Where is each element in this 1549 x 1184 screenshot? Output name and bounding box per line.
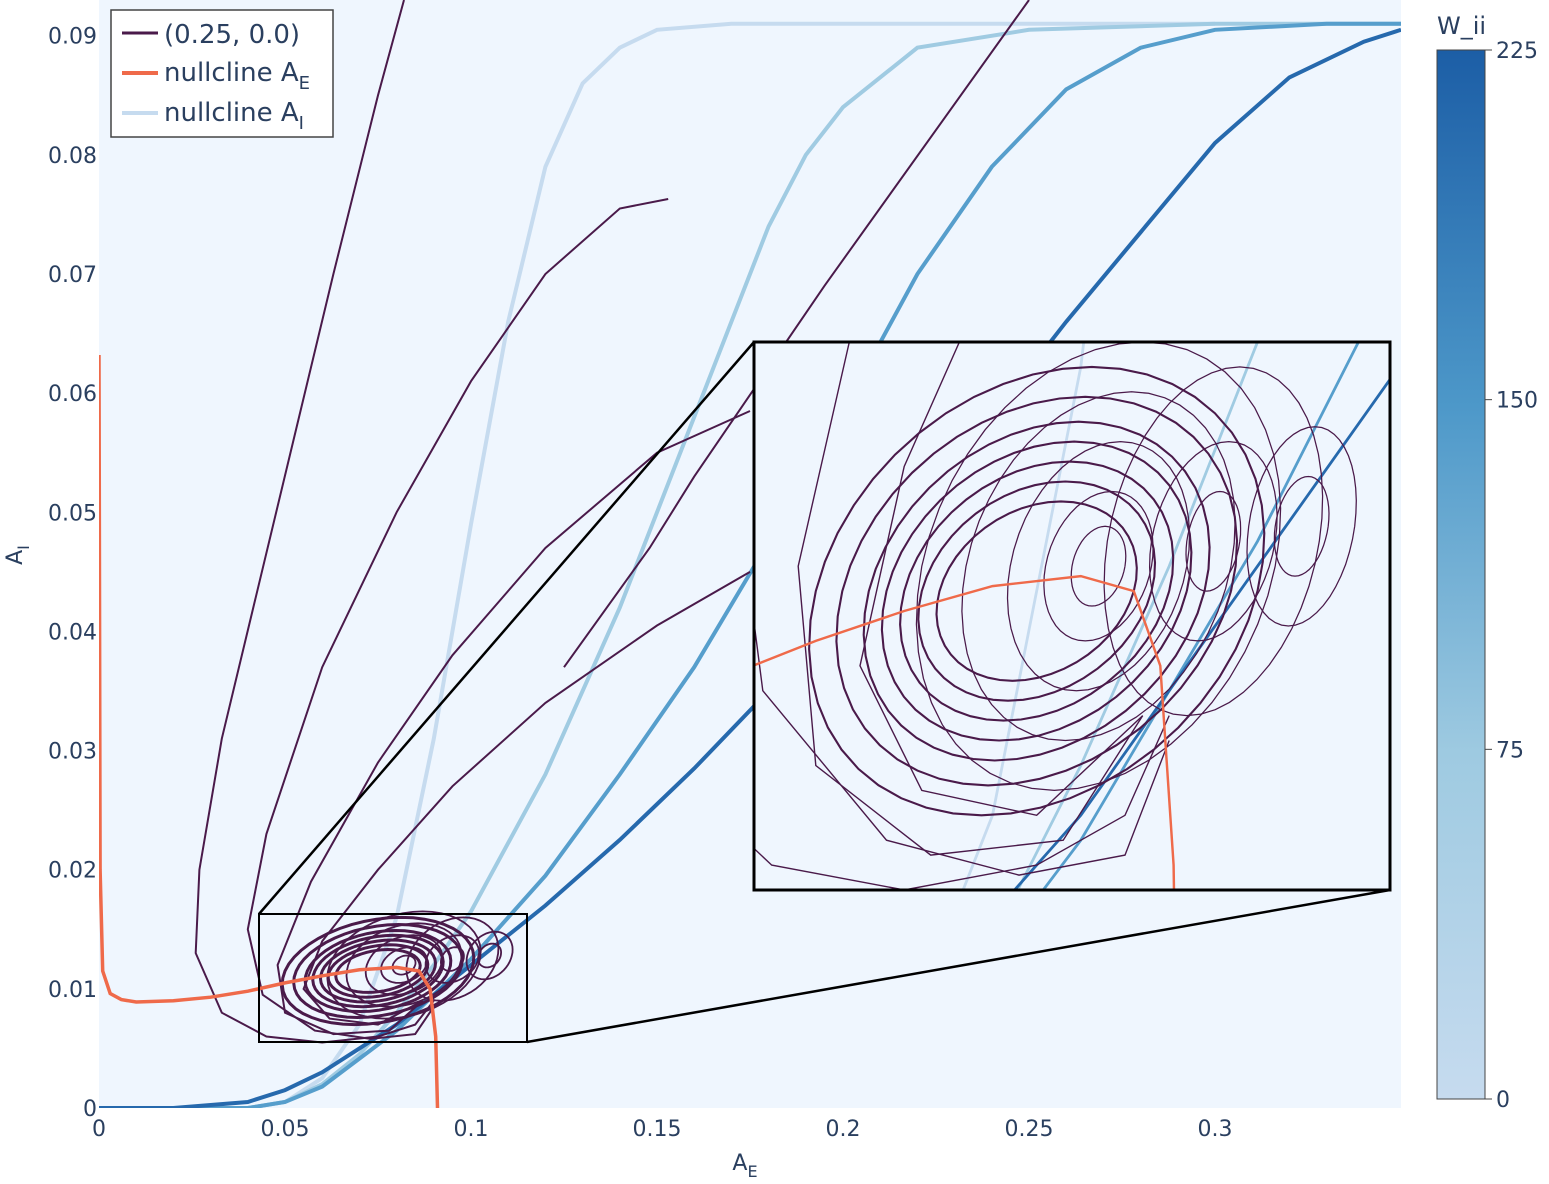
spiral-3-loop-1 xyxy=(477,942,503,969)
y-tick-label-5: 0.05 xyxy=(48,501,97,526)
y-tick-label-9: 0.09 xyxy=(48,25,97,50)
x-tick-label-0: 0 xyxy=(92,1117,106,1142)
inset-nullcline-e xyxy=(754,574,1176,890)
spiral-2-loop-1 xyxy=(424,934,481,984)
x-tick-label-2: 0.1 xyxy=(454,1117,489,1142)
inset-spiral-2-loop-2 xyxy=(1185,490,1242,592)
legend-label-trajectory: (0.25, 0.0) xyxy=(164,20,300,50)
trajectory-4 xyxy=(302,571,751,1026)
spiral-0-loop-4 xyxy=(318,938,438,1004)
trajectory-3 xyxy=(276,410,751,1036)
y-tick-label-3: 0.03 xyxy=(48,740,97,765)
x-tick-label-4: 0.2 xyxy=(826,1117,861,1142)
inset-spiral-1-loop-2 xyxy=(1006,440,1191,692)
nullcline-e xyxy=(99,354,440,1108)
inset-spiral-1-loop-1 xyxy=(961,391,1236,742)
y-tick-label-2: 0.02 xyxy=(48,859,97,884)
y-axis-title: AI xyxy=(3,545,33,565)
zoom-source-box xyxy=(258,913,528,1043)
zoom-inset xyxy=(752,340,1392,892)
inset-trajectory-3 xyxy=(797,342,1144,856)
spiral-0-loop-3 xyxy=(311,933,445,1009)
trajectory-0 xyxy=(563,0,1030,668)
colorbar-tick-label-0: 0 xyxy=(1496,1088,1510,1113)
inset-spiral-2-loop-0 xyxy=(1103,366,1324,717)
spiral-0-loop-1 xyxy=(292,922,464,1020)
trajectory-1 xyxy=(194,0,435,1044)
zoom-connector-bottom xyxy=(526,888,1391,1044)
inset-spiral-0-loop-0 xyxy=(808,365,1266,817)
nullcline-i-2 xyxy=(99,21,1401,1108)
inset-spiral-3-loop-1 xyxy=(1273,475,1330,577)
inset-trajectory-1 xyxy=(754,715,1170,890)
inset-spiral-1-loop-0 xyxy=(915,342,1282,792)
y-tick-label-7: 0.07 xyxy=(48,263,97,288)
x-tick-label-5: 0.25 xyxy=(1005,1117,1054,1142)
nullcline-i-0 xyxy=(99,21,1215,1108)
trajectory-2 xyxy=(246,198,669,1040)
x-tick-label-3: 0.15 xyxy=(633,1117,682,1142)
spiral-2-loop-0 xyxy=(405,916,500,1002)
y-tick-label-0: 0 xyxy=(83,1097,97,1122)
inset-trajectory-4 xyxy=(859,342,1144,817)
colorbar-title: W_ii xyxy=(1437,12,1486,40)
zoom-connector-top xyxy=(258,341,755,915)
inset-spiral-0-loop-1 xyxy=(835,395,1239,787)
inset-spiral-3-loop-0 xyxy=(1246,426,1357,627)
x-tick-label-6: 0.3 xyxy=(1198,1117,1233,1142)
colorbar-tick-label-1: 75 xyxy=(1496,738,1524,763)
nullcline-i-3 xyxy=(99,27,1401,1108)
y-axis-ticks: 0 0.01 0.02 0.03 0.04 0.05 0.06 0.07 0.08 0.09 xyxy=(48,25,97,1122)
inset-trajectory-2 xyxy=(754,616,1170,876)
x-axis-ticks: 0 0.05 0.1 0.15 0.2 0.25 0.3 xyxy=(92,1117,1233,1142)
legend-label-nullcline-i: nullcline AI xyxy=(164,98,304,134)
colorbar: W_ii 0 75 150 225 xyxy=(1436,12,1538,1113)
inset-spiral-0-loop-5 xyxy=(917,480,1157,702)
y-tick-label-1: 0.01 xyxy=(48,978,97,1003)
legend-label-nullcline-e: nullcline AE xyxy=(164,58,310,94)
main-plot-lines xyxy=(99,0,1401,1108)
inset-spiral-0-loop-2 xyxy=(862,420,1211,762)
y-tick-label-4: 0.04 xyxy=(48,620,97,645)
x-tick-label-1: 0.05 xyxy=(261,1117,310,1142)
inset-spiral-1-loop-3 xyxy=(1043,490,1154,642)
colorbar-tick-label-2: 150 xyxy=(1496,389,1538,414)
spiral-2-loop-2 xyxy=(439,946,465,972)
inset-spiral-2-loop-1 xyxy=(1148,440,1278,642)
y-tick-label-6: 0.06 xyxy=(48,382,97,407)
inset-spiral-0-loop-3 xyxy=(880,440,1193,742)
spiral-1-loop-1 xyxy=(345,922,463,1008)
y-tick-label-8: 0.08 xyxy=(48,144,97,169)
spiral-1-loop-3 xyxy=(380,946,428,984)
colorbar-gradient xyxy=(1436,49,1486,1100)
inset-spiral-1-loop-4 xyxy=(1070,525,1127,607)
legend: (0.25, 0.0) nullcline AE nullcline AI xyxy=(110,9,334,138)
x-axis-title: AE xyxy=(732,1151,757,1181)
spiral-0-loop-6 xyxy=(334,947,422,994)
inset-spiral-0-loop-4 xyxy=(899,460,1175,722)
colorbar-tick-label-3: 225 xyxy=(1496,39,1538,64)
inset-spiral-0-loop-6 xyxy=(935,500,1138,682)
spiral-3-loop-0 xyxy=(465,930,514,981)
